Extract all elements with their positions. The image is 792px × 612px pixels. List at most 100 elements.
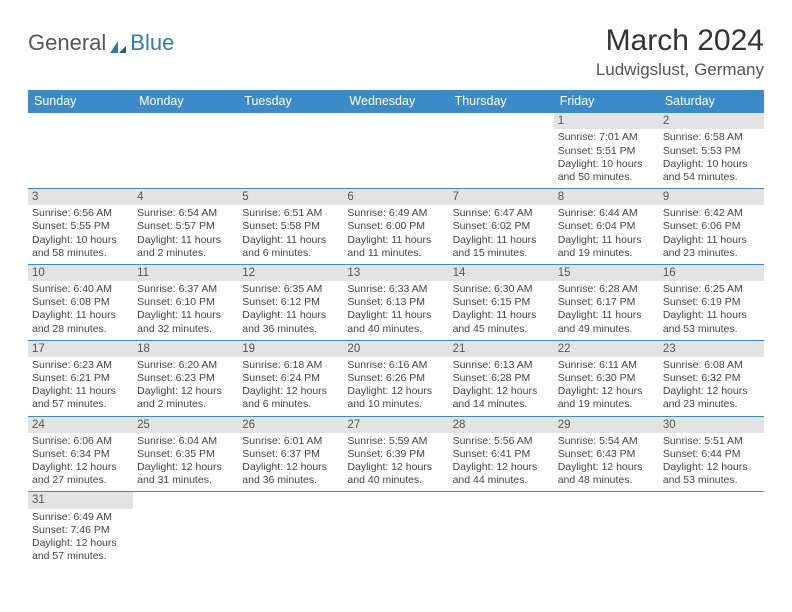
day-number: 21 — [449, 341, 554, 357]
day-number: 14 — [449, 265, 554, 281]
daylight-text: Daylight: 11 hours — [32, 309, 129, 322]
day-info: Sunrise: 6:25 AMSunset: 6:19 PMDaylight:… — [663, 283, 760, 336]
calendar-body: 1Sunrise: 7:01 AMSunset: 5:51 PMDaylight… — [28, 113, 764, 570]
calendar-week: 10 Sunrise: 6:40 AMSunset: 6:08 PMDayligh… — [28, 264, 764, 340]
sunset-text: Sunset: 6:32 PM — [663, 372, 760, 385]
day-info: Sunrise: 6:30 AMSunset: 6:15 PMDaylight:… — [453, 283, 550, 336]
sunset-text: Sunset: 6:08 PM — [32, 296, 129, 309]
calendar-week: 17Sunrise: 6:23 AMSunset: 6:21 PMDayligh… — [28, 340, 764, 416]
day-number: 13 — [343, 265, 448, 281]
sunset-text: Sunset: 6:13 PM — [347, 296, 444, 309]
sunset-text: Sunset: 6:17 PM — [558, 296, 655, 309]
calendar-day: 19Sunrise: 6:18 AMSunset: 6:24 PMDayligh… — [238, 340, 343, 416]
daylight-text: and 45 minutes. — [453, 323, 550, 336]
daylight-text: Daylight: 10 hours — [558, 158, 655, 171]
sunrise-text: Sunrise: 6:08 AM — [663, 359, 760, 372]
day-info: Sunrise: 6:33 AMSunset: 6:13 PMDaylight:… — [347, 283, 444, 336]
day-info: Sunrise: 6:56 AMSunset: 5:55 PMDaylight:… — [32, 207, 129, 260]
daylight-text: and 31 minutes. — [137, 474, 234, 487]
day-number: 4 — [133, 189, 238, 205]
sunset-text: Sunset: 5:51 PM — [558, 145, 655, 158]
day-info: Sunrise: 5:54 AMSunset: 6:43 PMDaylight:… — [558, 435, 655, 488]
day-info: Sunrise: 6:44 AMSunset: 6:04 PMDaylight:… — [558, 207, 655, 260]
daylight-text: Daylight: 11 hours — [558, 309, 655, 322]
daylight-text: and 40 minutes. — [347, 474, 444, 487]
calendar-day: 14 Sunrise: 6:30 AMSunset: 6:15 PMDayligh… — [449, 264, 554, 340]
daylight-text: Daylight: 12 hours — [453, 385, 550, 398]
calendar-day: 18Sunrise: 6:20 AMSunset: 6:23 PMDayligh… — [133, 340, 238, 416]
calendar-day: 3Sunrise: 6:56 AMSunset: 5:55 PMDaylight… — [28, 188, 133, 264]
calendar-day: 20Sunrise: 6:16 AMSunset: 6:26 PMDayligh… — [343, 340, 448, 416]
daylight-text: Daylight: 11 hours — [242, 234, 339, 247]
day-number: 15 — [554, 265, 659, 281]
sunset-text: Sunset: 5:55 PM — [32, 220, 129, 233]
sunset-text: Sunset: 6:28 PM — [453, 372, 550, 385]
sunset-text: Sunset: 6:21 PM — [32, 372, 129, 385]
day-info: Sunrise: 6:13 AMSunset: 6:28 PMDaylight:… — [453, 359, 550, 412]
sunrise-text: Sunrise: 5:56 AM — [453, 435, 550, 448]
day-number: 28 — [449, 417, 554, 433]
sunrise-text: Sunrise: 6:06 AM — [32, 435, 129, 448]
day-number: 10 — [28, 265, 133, 281]
daylight-text: Daylight: 10 hours — [663, 158, 760, 171]
sunrise-text: Sunrise: 5:59 AM — [347, 435, 444, 448]
location-label: Ludwigslust, Germany — [596, 60, 764, 80]
day-info: Sunrise: 6:37 AMSunset: 6:10 PMDaylight:… — [137, 283, 234, 336]
daylight-text: and 2 minutes. — [137, 247, 234, 260]
calendar-day: 29Sunrise: 5:54 AMSunset: 6:43 PMDayligh… — [554, 416, 659, 492]
day-number: 11 — [133, 265, 238, 281]
day-info: Sunrise: 6:40 AMSunset: 6:08 PMDaylight:… — [32, 283, 129, 336]
daylight-text: and 36 minutes. — [242, 323, 339, 336]
sunset-text: Sunset: 6:10 PM — [137, 296, 234, 309]
calendar-day: 1Sunrise: 7:01 AMSunset: 5:51 PMDaylight… — [554, 113, 659, 189]
calendar-day: 17Sunrise: 6:23 AMSunset: 6:21 PMDayligh… — [28, 340, 133, 416]
day-info: Sunrise: 6:49 AMSunset: 6:00 PMDaylight:… — [347, 207, 444, 260]
calendar-day-empty — [343, 113, 448, 189]
calendar-day-empty — [133, 113, 238, 189]
day-info: Sunrise: 6:06 AMSunset: 6:34 PMDaylight:… — [32, 435, 129, 488]
calendar-day-empty — [449, 492, 554, 569]
daylight-text: and 36 minutes. — [242, 474, 339, 487]
daylight-text: Daylight: 12 hours — [558, 461, 655, 474]
sunset-text: Sunset: 6:04 PM — [558, 220, 655, 233]
daylight-text: Daylight: 12 hours — [32, 537, 129, 550]
sunset-text: Sunset: 6:12 PM — [242, 296, 339, 309]
daylight-text: Daylight: 11 hours — [347, 309, 444, 322]
sunset-text: Sunset: 6:02 PM — [453, 220, 550, 233]
daylight-text: Daylight: 12 hours — [453, 461, 550, 474]
sunrise-text: Sunrise: 6:44 AM — [558, 207, 655, 220]
page-title: March 2024 — [596, 24, 764, 58]
daylight-text: Daylight: 12 hours — [137, 461, 234, 474]
weekday-header: Sunday — [28, 90, 133, 113]
sunset-text: Sunset: 5:53 PM — [663, 145, 760, 158]
daylight-text: Daylight: 12 hours — [347, 385, 444, 398]
daylight-text: Daylight: 11 hours — [558, 234, 655, 247]
daylight-text: and 6 minutes. — [242, 247, 339, 260]
sunset-text: Sunset: 6:26 PM — [347, 372, 444, 385]
daylight-text: and 11 minutes. — [347, 247, 444, 260]
sunset-text: Sunset: 5:57 PM — [137, 220, 234, 233]
calendar-day-empty — [554, 492, 659, 569]
day-info: Sunrise: 6:51 AMSunset: 5:58 PMDaylight:… — [242, 207, 339, 260]
daylight-text: and 49 minutes. — [558, 323, 655, 336]
daylight-text: and 23 minutes. — [663, 398, 760, 411]
day-number: 19 — [238, 341, 343, 357]
weekday-header: Saturday — [659, 90, 764, 113]
sunrise-text: Sunrise: 6:51 AM — [242, 207, 339, 220]
calendar-day: 16Sunrise: 6:25 AMSunset: 6:19 PMDayligh… — [659, 264, 764, 340]
daylight-text: Daylight: 11 hours — [242, 309, 339, 322]
sunrise-text: Sunrise: 6:33 AM — [347, 283, 444, 296]
day-info: Sunrise: 6:49 AMSunset: 7:46 PMDaylight:… — [32, 511, 129, 564]
day-info: Sunrise: 6:16 AMSunset: 6:26 PMDaylight:… — [347, 359, 444, 412]
day-number: 22 — [554, 341, 659, 357]
sunrise-text: Sunrise: 6:58 AM — [663, 131, 760, 144]
weekday-header: Friday — [554, 90, 659, 113]
daylight-text: Daylight: 12 hours — [242, 385, 339, 398]
daylight-text: Daylight: 10 hours — [32, 234, 129, 247]
day-info: Sunrise: 6:35 AMSunset: 6:12 PMDaylight:… — [242, 283, 339, 336]
day-info: Sunrise: 6:08 AMSunset: 6:32 PMDaylight:… — [663, 359, 760, 412]
day-number: 17 — [28, 341, 133, 357]
calendar-day: 25Sunrise: 6:04 AMSunset: 6:35 PMDayligh… — [133, 416, 238, 492]
day-number: 27 — [343, 417, 448, 433]
title-block: March 2024 Ludwigslust, Germany — [596, 24, 764, 80]
